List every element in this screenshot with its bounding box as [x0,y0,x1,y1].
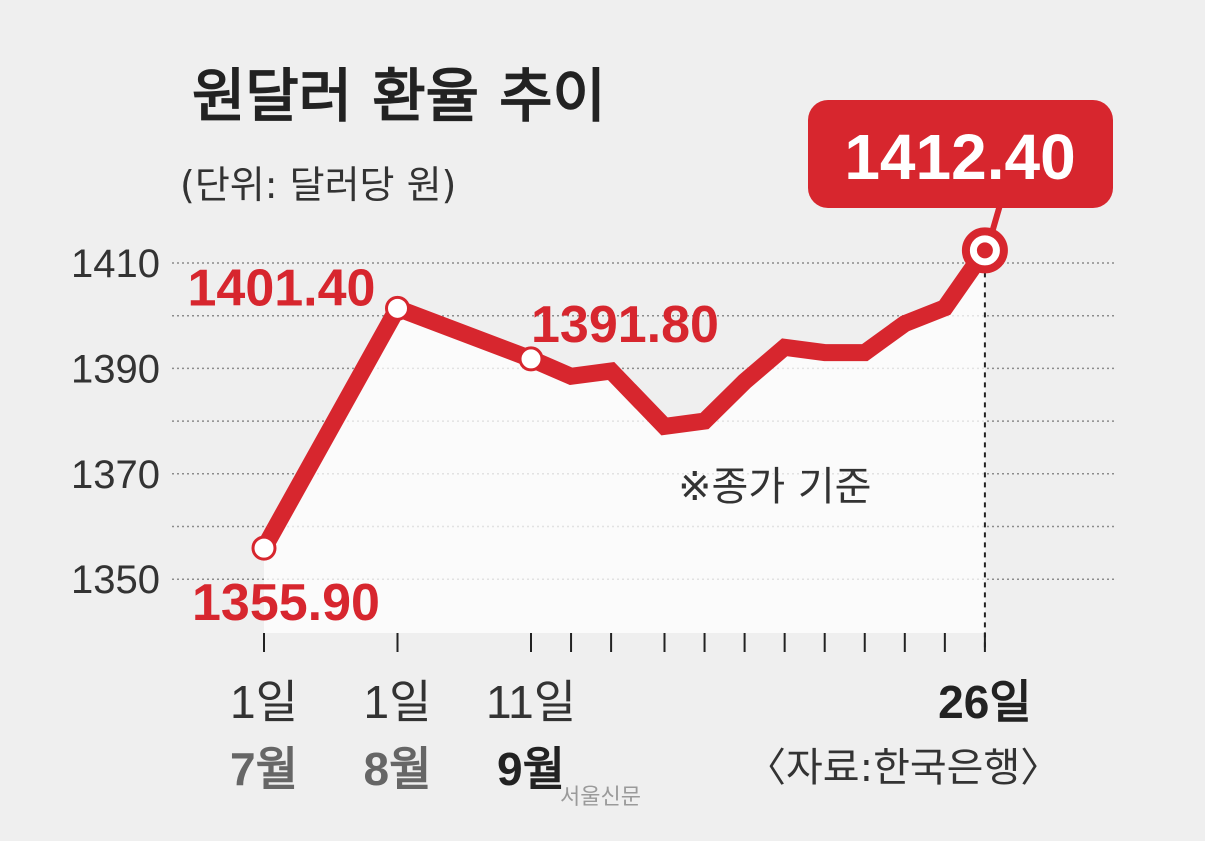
y-tick-label: 1350 [71,558,160,602]
x-label-day: 1일 [230,676,298,728]
data-label: 1391.80 [531,296,719,354]
y-tick-label: 1390 [71,347,160,391]
point-markers [251,227,1008,561]
source-note: 〈자료:한국은행〉 [746,745,1060,791]
callout-box [808,100,1113,208]
x-label-day: 11일 [486,676,576,728]
data-labels: 1355.90 1401.40 1391.80 [188,259,719,632]
y-axis-ticks: 1410 1390 1370 1350 [71,242,160,602]
y-tick-label: 1410 [71,242,160,286]
price-basis-note: ※종가 기준 [678,464,871,510]
x-label-day: 1일 [364,676,432,728]
x-label-month: 7월 [230,743,298,795]
y-tick-label: 1370 [71,453,160,497]
area-under-line [264,250,985,634]
x-axis-ticks [263,633,986,652]
chart-title: 원달러 환율 추이 [192,62,606,130]
x-label-day: 26일 [938,676,1032,728]
callout-value: 1412.40 [844,121,1075,193]
newspaper-watermark: 서울신문 [560,785,641,810]
last-point-marker-center [976,242,993,259]
x-label-month: 8월 [364,743,432,795]
chart-subtitle: (단위: 달러당 원) [180,163,456,207]
last-value-callout: 1412.40 [808,100,1113,238]
data-point-marker [385,295,410,321]
data-label: 1355.90 [192,574,380,632]
x-axis-labels: 1일 7월 1일 8월 11일 9월 26일 [230,676,1032,795]
data-label: 1401.40 [188,259,376,317]
x-label-month: 9월 [497,743,565,795]
callout-stem [988,204,1003,238]
data-point-marker [251,535,277,561]
data-point-marker [518,346,544,372]
